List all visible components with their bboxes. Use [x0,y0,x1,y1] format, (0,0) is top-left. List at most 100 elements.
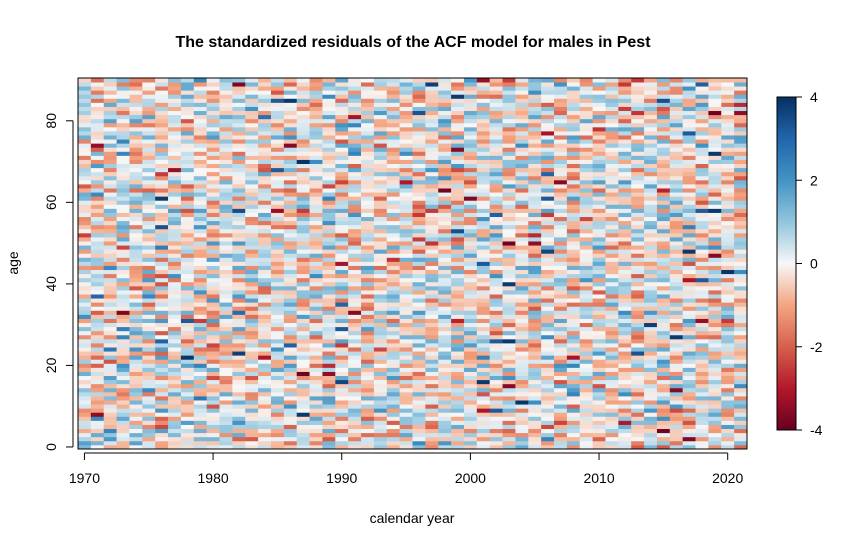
heatmap-cell [193,281,208,287]
heatmap-cell [721,322,735,328]
x-tick-label: 2000 [455,470,486,486]
heatmap-cell [361,224,375,230]
heatmap-cell [103,184,117,189]
heatmap-cell [296,383,310,389]
heatmap-cell [232,143,246,148]
heatmap-cell [309,277,323,283]
heatmap-cell [476,432,491,438]
heatmap-cell [721,253,735,258]
heatmap-cell [373,151,388,156]
heatmap-cell [579,400,594,405]
heatmap-cell [142,102,156,107]
heatmap-cell [631,363,645,368]
heatmap-cell [515,322,529,328]
heatmap-cell [296,98,310,103]
heatmap-cell [541,216,555,222]
heatmap-cell [103,416,117,421]
heatmap-cell [644,139,658,144]
heatmap-cell [309,114,323,120]
heatmap-cell [283,310,298,315]
heatmap-cell [322,432,336,438]
heatmap-cell [206,122,220,128]
heatmap-cell [515,232,529,238]
heatmap-cell [644,436,658,442]
heatmap-cell [528,294,542,299]
heatmap-cell [656,188,671,193]
heatmap-cell [168,253,182,258]
heatmap-cell [103,383,117,389]
heatmap-cell [116,241,130,246]
heatmap-cell [541,371,555,377]
heatmap-cell [579,436,594,442]
heatmap-cell [129,396,143,401]
heatmap-cell [656,265,671,271]
heatmap-cell [541,444,555,450]
heatmap-cell [155,188,169,193]
heatmap-cell [695,245,709,250]
heatmap-cell [592,396,606,401]
heatmap-cell [335,253,349,258]
heatmap-cell [476,408,491,413]
heatmap-cell [695,355,709,360]
heatmap-cell [245,444,259,450]
heatmap-cell [476,232,491,238]
heatmap-cell [206,424,220,430]
heatmap-cell [193,90,208,95]
heatmap-cell [386,294,401,299]
heatmap-cell [618,314,632,319]
heatmap-cell [168,424,182,430]
heatmap-cell [579,359,594,364]
heatmap-cell [682,404,696,409]
heatmap-cell [129,326,143,332]
heatmap-cell [476,298,491,303]
heatmap-cell [592,228,606,234]
heatmap-cell [168,306,182,311]
heatmap-cell [451,90,465,95]
heatmap-cell [168,232,182,238]
heatmap-cell [373,245,388,250]
heatmap-cell [348,314,362,319]
y-tick-label: 40 [43,276,59,292]
heatmap-cell [245,302,259,307]
heatmap-cell [373,228,388,234]
heatmap-cell [528,302,542,307]
heatmap-cell [438,363,452,368]
heatmap-cell [232,343,246,348]
heatmap-cell [605,383,619,389]
heatmap-cell [361,106,375,112]
heatmap-cell [618,432,632,438]
heatmap-cell [721,94,735,99]
heatmap-cell [155,273,169,279]
heatmap-cell [335,359,349,364]
heatmap-cell [155,285,169,291]
heatmap-cell [618,334,632,340]
heatmap-cell [335,106,349,112]
heatmap-cell [232,192,246,197]
heatmap-cell [180,387,195,393]
heatmap-cell [541,143,555,148]
heatmap-cell [528,208,542,213]
heatmap-cell [129,135,143,140]
heatmap-cell [682,175,696,181]
heatmap-cell [644,298,658,303]
heatmap-cell [566,110,581,116]
heatmap-cell [515,196,529,201]
heatmap-cell [168,94,182,99]
heatmap-cell [644,126,658,132]
heatmap-cell [206,281,220,287]
heatmap-cell [463,110,478,116]
heatmap-cell [103,306,117,311]
heatmap-cell [270,131,285,136]
heatmap-cell [361,139,375,144]
heatmap-cell [129,387,143,393]
heatmap-cell [283,78,298,83]
heatmap-cell [463,355,478,360]
heatmap-cell [656,200,671,205]
heatmap-cell [322,408,336,413]
heatmap-cell [721,285,735,291]
heatmap-cell [348,86,362,91]
heatmap-cell [579,122,594,128]
heatmap-cell [554,228,568,234]
heatmap-cell [283,118,298,124]
heatmap-cell [463,306,478,311]
